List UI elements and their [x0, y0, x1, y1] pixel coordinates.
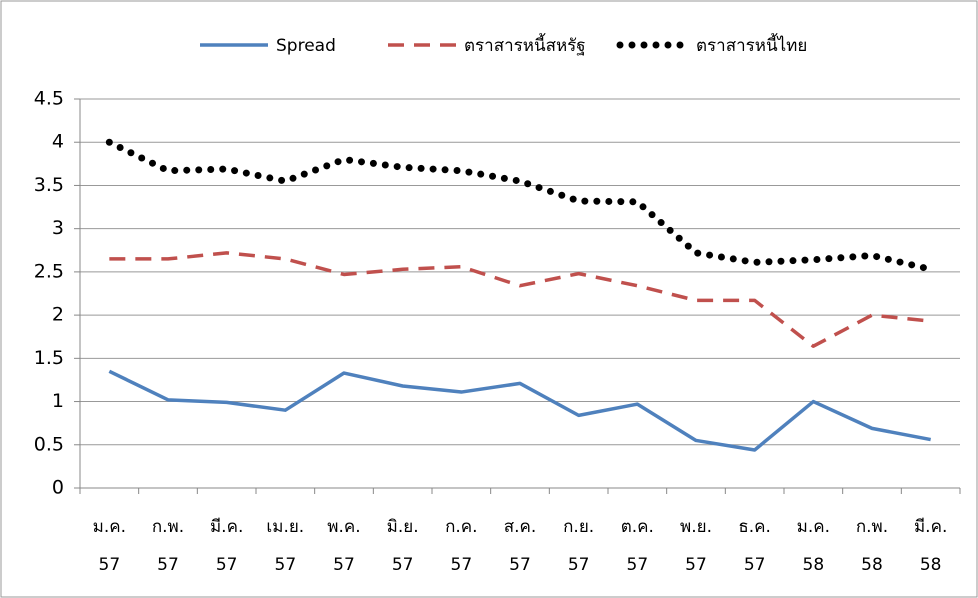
- x-tick-label: ก.พ. 57: [152, 517, 184, 575]
- x-tick-label: มี.ค. 58: [914, 517, 947, 575]
- y-tick-label: 1: [52, 390, 64, 412]
- x-tick-label: มี.ค. 57: [210, 517, 243, 575]
- series-line: [109, 251, 931, 348]
- x-tick-label: ม.ค. 57: [93, 517, 126, 575]
- y-tick-label: 2: [52, 304, 64, 326]
- y-tick-label: 3.5: [34, 174, 64, 196]
- y-tick-label: 2.5: [34, 260, 64, 282]
- x-tick-label: พ.ค. 57: [327, 517, 360, 575]
- x-tick-label: พ.ย. 57: [680, 517, 712, 575]
- y-tick-label: 4.5: [34, 88, 64, 110]
- y-tick-label: 0: [52, 477, 64, 499]
- x-tick-label: ม.ค. 58: [797, 517, 830, 575]
- x-tick-label: ส.ค. 57: [504, 517, 537, 575]
- legend-label: ตราสารหนี้ไทย: [696, 33, 807, 56]
- y-tick-label: 0.5: [34, 433, 64, 455]
- y-tick-label: 1.5: [34, 347, 64, 369]
- x-tick-label: ก.พ. 58: [856, 517, 888, 575]
- legend-label: Spread: [276, 36, 336, 56]
- y-tick-label: 3: [52, 217, 64, 239]
- legend-label: ตราสารหนี้สหรัฐ: [464, 33, 586, 56]
- y-tick-label: 4: [52, 131, 64, 153]
- x-tick-label: ก.ค. 57: [445, 517, 477, 575]
- series-line: [108, 369, 931, 452]
- x-tick-label: ต.ค. 57: [621, 517, 654, 575]
- x-tick-label: ธ.ค. 57: [738, 517, 771, 575]
- x-tick-label: ก.ย. 57: [563, 517, 594, 575]
- series-line: [105, 138, 935, 273]
- x-tick-label: เม.ย. 57: [266, 517, 304, 575]
- x-tick-label: มิ.ย. 57: [387, 517, 419, 575]
